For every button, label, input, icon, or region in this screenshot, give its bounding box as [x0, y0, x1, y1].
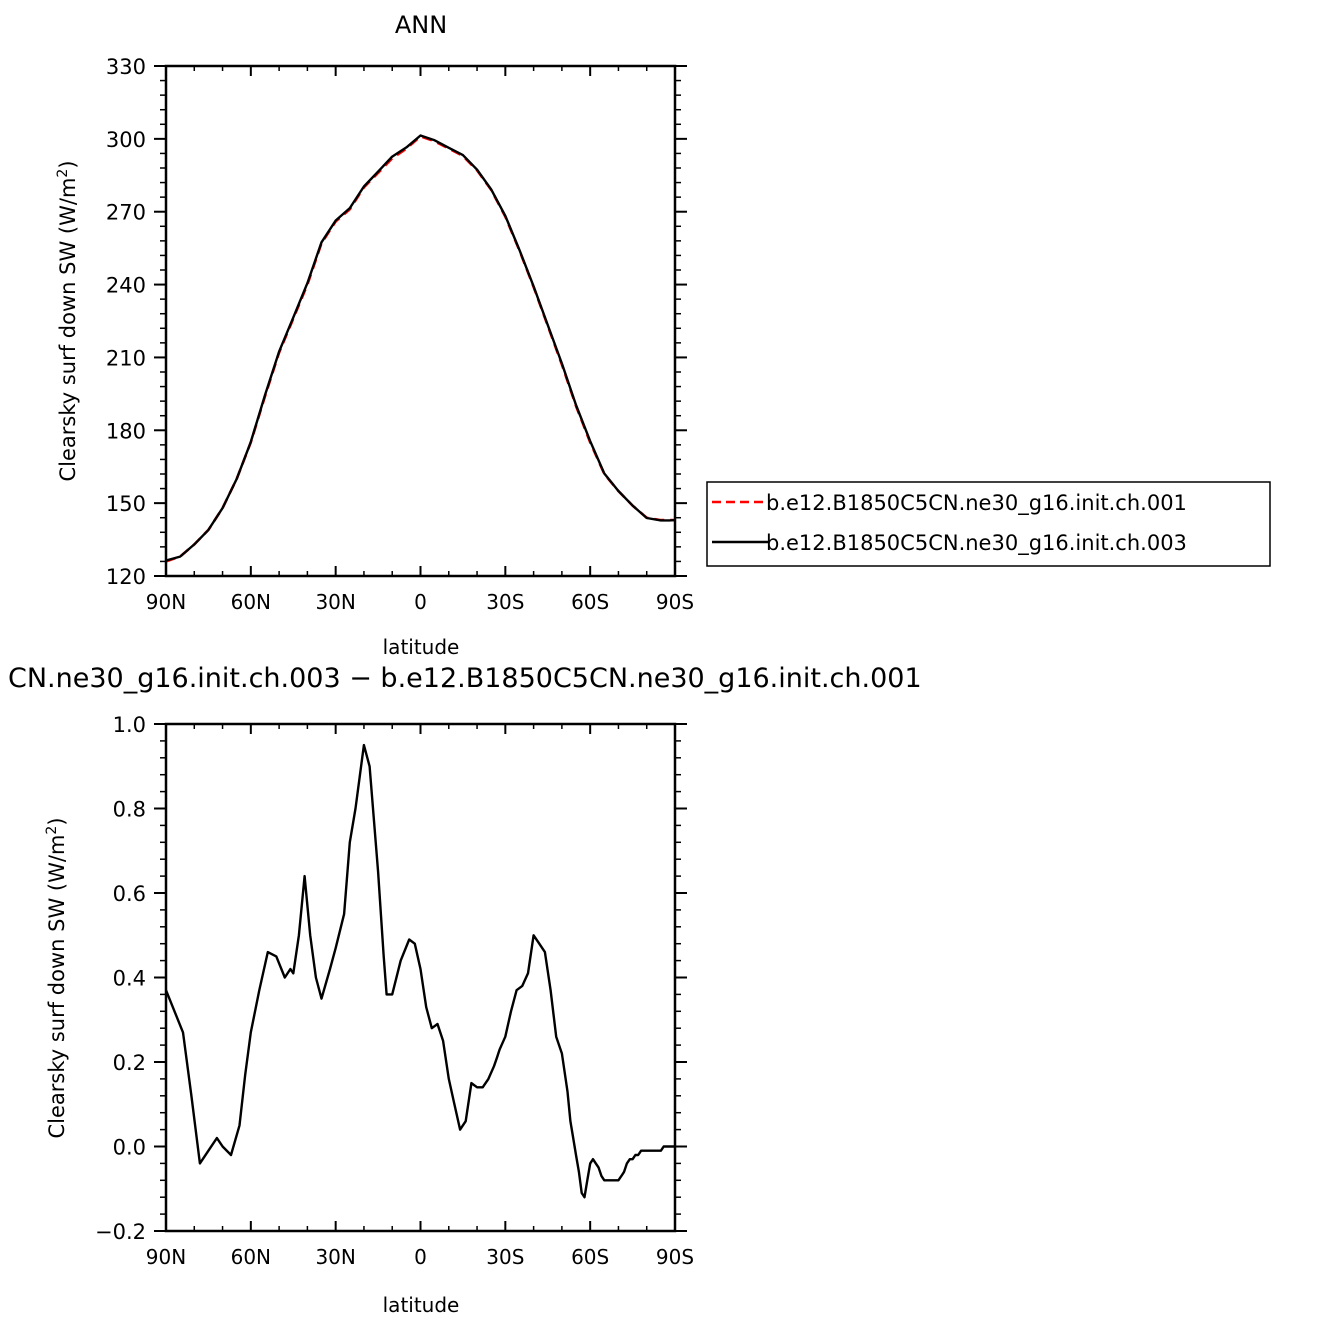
top-y-tick-label: 210 — [106, 346, 146, 370]
bottom-y-axis-label: Clearsky surf down SW (W/m2) — [44, 817, 69, 1138]
legend-label-003: b.e12.B1850C5CN.ne30_g16.init.ch.003 — [766, 531, 1187, 556]
top-y-tick-label: 330 — [106, 55, 146, 79]
bottom-y-tick-label: 0.6 — [113, 882, 146, 906]
top-x-tick-label: 90S — [656, 590, 694, 614]
top-y-tick-label: 240 — [106, 274, 146, 298]
top-y-tick-label: 270 — [106, 201, 146, 225]
top-x-tick-label: 90N — [146, 590, 186, 614]
bottom-x-tick-label: 60N — [231, 1245, 271, 1269]
bottom-y-tick-label: 0.8 — [113, 798, 146, 822]
top-x-tick-label: 30S — [486, 590, 524, 614]
top-y-tick-label: 150 — [106, 492, 146, 516]
bottom-y-tick-label: 0.4 — [113, 967, 146, 991]
bottom-y-tick-label: 0.0 — [113, 1136, 146, 1160]
bottom-series-group — [164, 743, 675, 1199]
bottom-x-tick-label: 30N — [315, 1245, 355, 1269]
top-x-tick-label: 60S — [571, 590, 609, 614]
bottom-axis-ticks: 90N 60N 30N 0 30S 60S 90S −0.2 0.0 0.2 0.4 0.6 0.8 1.… — [95, 713, 694, 1269]
bottom-x-axis-label: latitude — [383, 1293, 460, 1317]
bottom-y-tick-label: 1.0 — [113, 713, 146, 737]
bottom-x-tick-label: 90N — [146, 1245, 186, 1269]
bottom-y-tick-label: −0.2 — [95, 1220, 146, 1244]
top-y-axis-label: Clearsky surf down SW (W/m2) — [55, 160, 80, 481]
bottom-chart-panel: CN.ne30_g16.init.ch.003 − b.e12.B1850C5C… — [8, 663, 922, 1317]
bottom-y-tick-label: 0.2 — [113, 1051, 146, 1075]
top-axis-ticks: 90N 60N 30N 0 30S 60S 90S 120 150 180 210 240 270 300… — [106, 55, 694, 614]
top-series-line-1 — [165, 134, 676, 562]
top-y-tick-label: 120 — [106, 565, 146, 589]
top-y-tick-label: 180 — [106, 419, 146, 443]
top-series-line-0 — [165, 135, 675, 563]
bottom-plot-frame — [164, 722, 677, 1233]
bottom-x-tick-label: 0 — [414, 1245, 427, 1269]
top-plot-frame — [164, 64, 677, 578]
bottom-x-tick-label: 60S — [571, 1245, 609, 1269]
top-x-tick-label: 60N — [231, 590, 271, 614]
bottom-x-tick-label: 90S — [656, 1245, 694, 1269]
top-x-tick-label: 0 — [414, 590, 427, 614]
bottom-series-line-0 — [164, 743, 675, 1199]
top-legend: b.e12.B1850C5CN.ne30_g16.init.ch.001 b.e… — [706, 481, 1271, 567]
top-chart-panel: ANN 90N 60N 30N 0 30S 60S 90S 120 150 180 210 240 27… — [55, 11, 1271, 659]
top-x-axis-label: latitude — [383, 635, 460, 659]
legend-label-001: b.e12.B1850C5CN.ne30_g16.init.ch.001 — [766, 491, 1187, 516]
top-series-group — [165, 134, 676, 563]
top-y-tick-label: 300 — [106, 128, 146, 152]
top-chart-title: ANN — [395, 11, 447, 39]
bottom-chart-title: CN.ne30_g16.init.ch.003 − b.e12.B1850C5C… — [8, 663, 922, 694]
top-x-tick-label: 30N — [315, 590, 355, 614]
bottom-x-tick-label: 30S — [486, 1245, 524, 1269]
legend-box — [706, 481, 1271, 567]
